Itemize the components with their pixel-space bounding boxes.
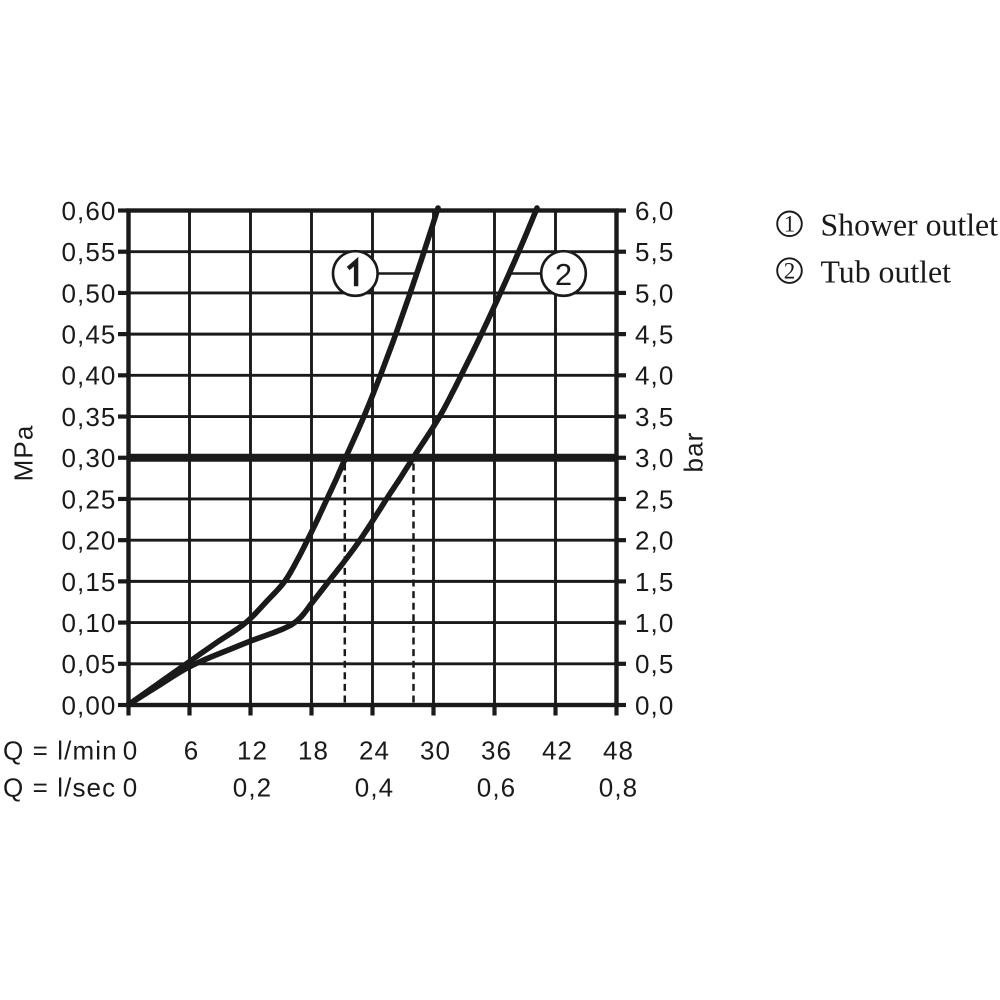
svg-text:42: 42 [542,736,573,766]
svg-text:12: 12 [237,736,268,766]
svg-text:0,25: 0,25 [61,484,116,514]
svg-text:18: 18 [298,736,329,766]
svg-text:0,60: 0,60 [61,196,116,226]
svg-text:0,15: 0,15 [61,567,116,597]
svg-text:0,30: 0,30 [61,443,116,473]
svg-text:36: 36 [481,736,512,766]
svg-text:0: 0 [123,736,139,766]
svg-text:1,5: 1,5 [635,567,674,597]
svg-text:0,2: 0,2 [233,773,272,803]
svg-text:0,4: 0,4 [355,773,394,803]
svg-text:0,20: 0,20 [61,526,116,556]
svg-text:Shower outlet: Shower outlet [821,208,999,243]
svg-text:0,8: 0,8 [599,773,638,803]
svg-text:4,0: 4,0 [635,361,674,391]
svg-text:Q = l/sec: Q = l/sec [3,773,116,803]
svg-text:0,45: 0,45 [61,320,116,350]
svg-text:24: 24 [359,736,390,766]
svg-text:0,05: 0,05 [61,649,116,679]
svg-text:6,0: 6,0 [635,196,674,226]
svg-text:0,5: 0,5 [635,649,674,679]
svg-text:0,55: 0,55 [61,237,116,267]
svg-text:0,50: 0,50 [61,278,116,308]
svg-text:30: 30 [420,736,451,766]
svg-text:1: 1 [784,212,796,237]
svg-text:0: 0 [123,773,139,803]
svg-text:2,0: 2,0 [635,526,674,556]
svg-text:0,40: 0,40 [61,361,116,391]
svg-text:bar: bar [679,432,709,473]
svg-text:1,0: 1,0 [635,608,674,638]
svg-text:MPa: MPa [9,425,39,482]
svg-text:0,00: 0,00 [61,690,116,720]
svg-text:48: 48 [603,736,634,766]
svg-text:3,5: 3,5 [635,402,674,432]
svg-text:Q = l/min: Q = l/min [3,736,118,766]
svg-text:0,6: 0,6 [477,773,516,803]
svg-text:0,35: 0,35 [61,402,116,432]
svg-text:4,5: 4,5 [635,320,674,350]
svg-text:5,0: 5,0 [635,278,674,308]
svg-text:3,0: 3,0 [635,443,674,473]
svg-text:Tub outlet: Tub outlet [821,254,952,289]
svg-text:6: 6 [184,736,200,766]
svg-text:2: 2 [555,257,572,292]
svg-text:2,5: 2,5 [635,484,674,514]
svg-text:0,0: 0,0 [635,690,674,720]
svg-text:5,5: 5,5 [635,237,674,267]
svg-text:0,10: 0,10 [61,608,116,638]
svg-text:2: 2 [784,258,796,283]
